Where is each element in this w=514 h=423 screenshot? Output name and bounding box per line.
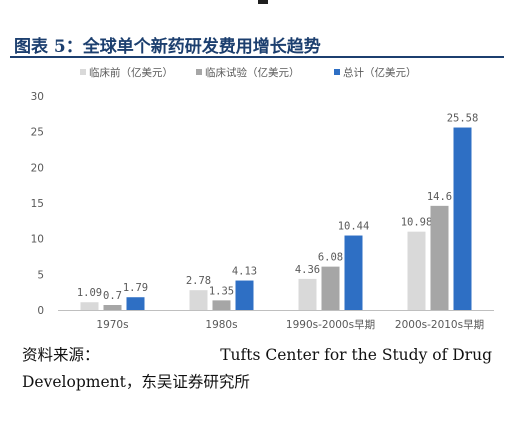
bar-chart: 临床前（亿美元） 临床试验（亿美元） 总计（亿美元） 0 5 10 15 20 25 30 1.09… (31, 66, 494, 331)
legend-swatch (334, 69, 340, 75)
bar-value-label: 10.44 (338, 221, 370, 233)
bar (126, 297, 145, 310)
legend-label: 总计（亿美元） (343, 66, 417, 79)
chart-container: 临床前（亿美元） 临床试验（亿美元） 总计（亿美元） 0 5 10 15 20 25 30 1.09… (10, 58, 504, 340)
source-org: Tufts Center for the Study of Drug (220, 346, 492, 364)
page-top-mark (258, 0, 268, 4)
y-tick-label: 25 (31, 127, 44, 139)
x-category-label: 2000s-2010s早期 (395, 319, 484, 331)
y-tick-label: 30 (31, 91, 44, 103)
figure-title-bar: 图表 5：全球单个新药研发费用增长趋势 (10, 30, 504, 58)
bar (212, 300, 231, 310)
bar-value-label: 14.6 (427, 191, 452, 203)
legend-label: 临床试验（亿美元） (205, 66, 300, 79)
bar (453, 127, 472, 311)
y-tick-label: 15 (31, 198, 44, 210)
bar (321, 266, 340, 310)
y-tick-label: 0 (37, 305, 44, 317)
bar (189, 290, 208, 310)
bar-value-label: 2.78 (186, 275, 211, 287)
bar (407, 231, 426, 310)
y-tick-label: 5 (37, 269, 44, 281)
bar (344, 235, 363, 310)
y-tick-label: 10 (31, 234, 44, 246)
x-category-label: 1990s-2000s早期 (286, 319, 375, 331)
bar-value-label: 10.98 (401, 217, 433, 229)
x-category-label: 1970s (96, 319, 128, 331)
bar-value-label: 4.13 (232, 266, 257, 278)
bar (235, 280, 254, 310)
legend-swatch (196, 69, 202, 75)
source-label: 资料来源： (22, 346, 100, 364)
bar-value-label: 1.79 (123, 282, 148, 294)
bar-value-label: 25.58 (447, 113, 479, 125)
figure-title: 图表 5：全球单个新药研发费用增长趋势 (14, 37, 321, 57)
bar (80, 302, 99, 310)
bar-value-label: 4.36 (295, 264, 320, 276)
bar-value-label: 1.09 (77, 287, 102, 299)
y-tick-label: 20 (31, 162, 44, 174)
bar (298, 278, 317, 310)
legend-swatch (80, 69, 86, 75)
source-org-continued: Development，东吴证券研究所 (22, 373, 250, 391)
source-note: 资料来源： Tufts Center for the Study of Drug… (22, 342, 492, 396)
bar (103, 305, 122, 310)
title-underline (10, 56, 504, 58)
x-category-label: 1980s (205, 319, 237, 331)
bar (430, 205, 449, 310)
bar-value-label: 6.08 (318, 252, 343, 264)
bar-value-label: 0.7 (103, 290, 122, 302)
bar-value-label: 1.35 (209, 285, 234, 297)
legend-label: 临床前（亿美元） (89, 66, 173, 79)
